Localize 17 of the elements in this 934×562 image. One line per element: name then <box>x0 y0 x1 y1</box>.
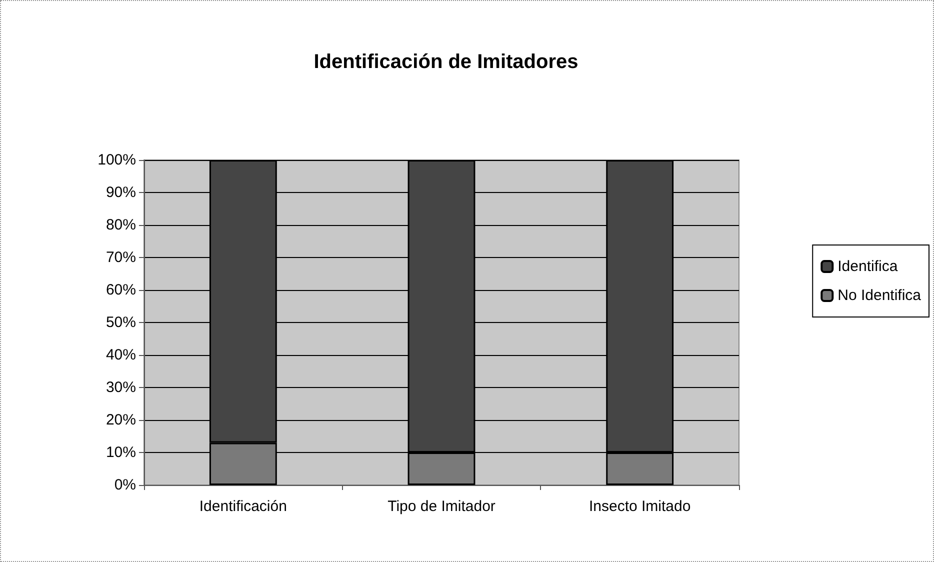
y-tick-label: 50% <box>106 314 136 331</box>
legend-label: No Identifica <box>838 287 922 304</box>
y-tick-label: 40% <box>106 346 136 364</box>
y-tick-label: 90% <box>106 184 136 201</box>
y-tick-label: 30% <box>106 379 136 396</box>
x-tick-label: Tipo de Imitador <box>388 498 496 515</box>
y-tick-label: 20% <box>106 412 136 428</box>
y-tick-label: 60% <box>106 282 136 298</box>
x-tick-label: Insecto Imitado <box>588 498 691 515</box>
legend-label: Identifica <box>838 258 898 275</box>
chart-title: Identificación de Imitadores <box>314 51 578 73</box>
y-tick-label: 70% <box>106 249 136 266</box>
y-tick-label: 0% <box>114 476 136 494</box>
x-tick-label: Identificación <box>199 498 287 515</box>
y-tick-label: 10% <box>106 444 136 461</box>
y-tick-label: 80% <box>106 216 136 234</box>
y-tick-label: 100% <box>98 152 136 168</box>
